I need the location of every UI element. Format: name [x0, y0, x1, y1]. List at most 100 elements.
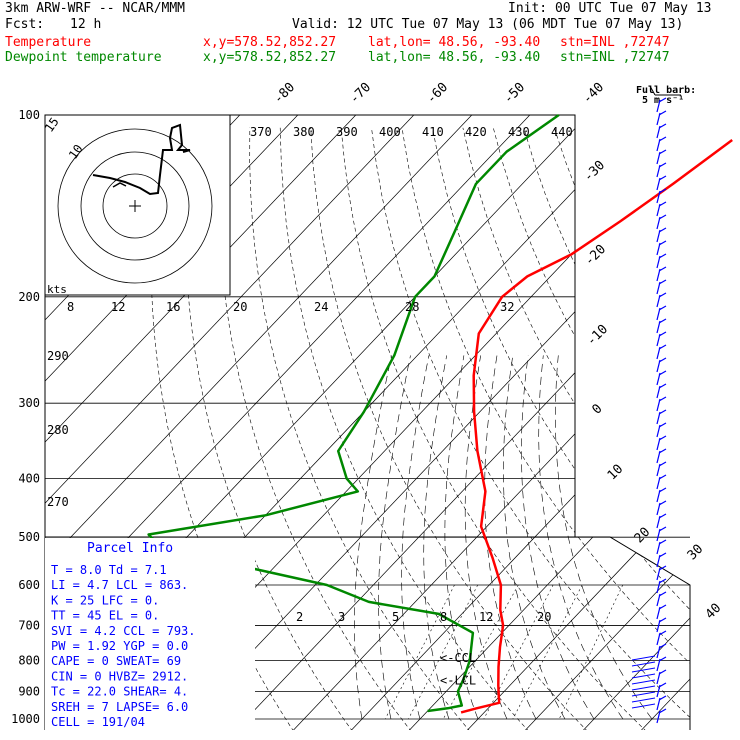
mixing-ratio-label: 20: [537, 610, 551, 624]
theta-e-label: 370: [250, 125, 272, 139]
moist-adiabat: [423, 355, 450, 720]
pressure-tick-label: 800: [18, 653, 40, 667]
isotherm-line: [45, 115, 499, 730]
wind-barb-flag: [658, 201, 667, 207]
lcl-annotation: <-LCL: [440, 673, 476, 687]
surface-barb: [631, 685, 656, 691]
surface-barb: [631, 697, 656, 703]
mixing-ratio-line: [384, 584, 455, 720]
init-time: Init: 00 UTC Tue 07 May 13: [508, 1, 712, 16]
moist-adiabat: [521, 355, 595, 720]
wind-barb-flag: [658, 370, 667, 376]
wind-barb-flag: [658, 136, 667, 142]
dry-adiabat: [614, 127, 690, 730]
moist-adiabat: [401, 355, 430, 720]
hodograph-ring-label: 10: [66, 142, 86, 162]
theta-e-label: 420: [465, 125, 487, 139]
wind-barb-flag: [658, 422, 667, 428]
speed-axis-label: 8: [67, 300, 74, 314]
parcel-info-row: PW = 1.92 YGP = 0.0: [51, 639, 188, 653]
surface-barb: [631, 661, 656, 667]
wind-barb-flag: [658, 227, 667, 233]
wind-barb-flag: [658, 214, 667, 220]
wind-barb-flag: [658, 643, 667, 649]
dry-adiabat: [523, 127, 690, 730]
dry-adiabat-label: 290: [47, 349, 69, 363]
parcel-info-row: CAPE = 0 SWEAT= 69: [51, 654, 181, 668]
hodograph-ring-label: 15: [42, 115, 62, 135]
valid-time: Valid: 12 UTC Tue 07 May 13 (06 MDT Tue …: [292, 17, 684, 32]
hodograph-center: [129, 200, 141, 212]
dry-adiabat-label: 280: [47, 423, 69, 437]
pressure-tick-label: 300: [18, 396, 40, 410]
dry-adiabat: [706, 128, 740, 732]
dry-adiabat: [184, 127, 354, 730]
dry-adiabat: [584, 127, 690, 730]
pressure-tick-label: 700: [18, 618, 40, 632]
hodograph-ring: [57, 128, 213, 284]
wind-barb-flag: [658, 279, 667, 285]
isotherm-label: -80: [271, 80, 298, 107]
speed-axis-label: 12: [111, 300, 125, 314]
surface-barb: [631, 691, 656, 697]
moist-adiabat: [484, 355, 537, 720]
dry-adiabat: [371, 127, 690, 730]
pressure-tick-label: 500: [18, 530, 40, 544]
barb-legend-flag: [649, 85, 656, 96]
hodograph-trace-start: [112, 182, 127, 188]
isotherm-label: -70: [347, 80, 374, 107]
temperature-line: [460, 138, 733, 714]
ccl-annotation: <-CCL: [440, 651, 476, 665]
isotherm-label: -40: [580, 80, 607, 107]
surface-barb: [631, 703, 656, 709]
theta-e-label: 400: [379, 125, 401, 139]
dew-latlon: lat,lon= 48.56, -93.40: [368, 50, 541, 65]
wind-barb-flag: [658, 565, 667, 571]
wind-barb-flag: [658, 708, 667, 714]
hodograph-ring: [80, 151, 190, 261]
moist-adiabat: [538, 355, 624, 720]
temp-latlon: lat,lon= 48.56, -93.40: [368, 35, 541, 50]
dry-adiabat: [432, 127, 690, 730]
speed-axis-label: 20: [233, 300, 247, 314]
parcel-info-row: CELL = 191/04: [51, 715, 145, 729]
parcel-info-row: Tc = 22.0 SHEAR= 4.: [51, 685, 188, 699]
barb-legend-title: Full barb:: [636, 85, 696, 96]
pressure-tick-label: 1000: [11, 712, 40, 726]
isotherm-label: 10: [605, 462, 627, 484]
wind-barb-flag: [658, 669, 667, 675]
isotherm-label: -20: [582, 242, 609, 269]
wind-barb-flag: [658, 591, 667, 597]
wind-barb-flag: [658, 305, 667, 311]
wind-barb-flag: [658, 526, 667, 532]
wind-barb-flag: [658, 318, 667, 324]
parcel-info-box: [45, 538, 255, 730]
wind-barb-flag: [658, 552, 667, 558]
hodograph-trace: [92, 123, 191, 196]
wind-barb-flag: [658, 188, 667, 194]
isotherm-label: -50: [501, 80, 528, 107]
wind-barb-flag: [658, 513, 667, 519]
parcel-info-row: TT = 45 EL = 0.: [51, 609, 159, 623]
legend-temperature: Temperature: [5, 35, 92, 50]
wind-barb-flag: [658, 461, 667, 467]
speed-axis-label: 16: [166, 300, 180, 314]
surface-barb: [631, 679, 656, 685]
dry-adiabat: [249, 127, 471, 730]
theta-e-label: 440: [551, 125, 573, 139]
surface-barb: [631, 667, 656, 673]
mixing-ratio-line: [408, 584, 478, 720]
wind-barb-flag: [658, 656, 667, 662]
mixing-ratio-label: 12: [479, 610, 493, 624]
parcel-info-title: Parcel Info: [87, 541, 173, 556]
pressure-tick-label: 900: [18, 684, 40, 698]
wind-barb-flag: [658, 474, 667, 480]
isotherm-label: -60: [424, 80, 451, 107]
isotherm-line: [581, 115, 690, 730]
dry-adiabat: [462, 127, 690, 730]
wind-barb-flag: [658, 695, 667, 701]
mixing-ratio-label: 5: [392, 610, 399, 624]
theta-e-label: 390: [336, 125, 358, 139]
wind-barb-flag: [658, 240, 667, 246]
